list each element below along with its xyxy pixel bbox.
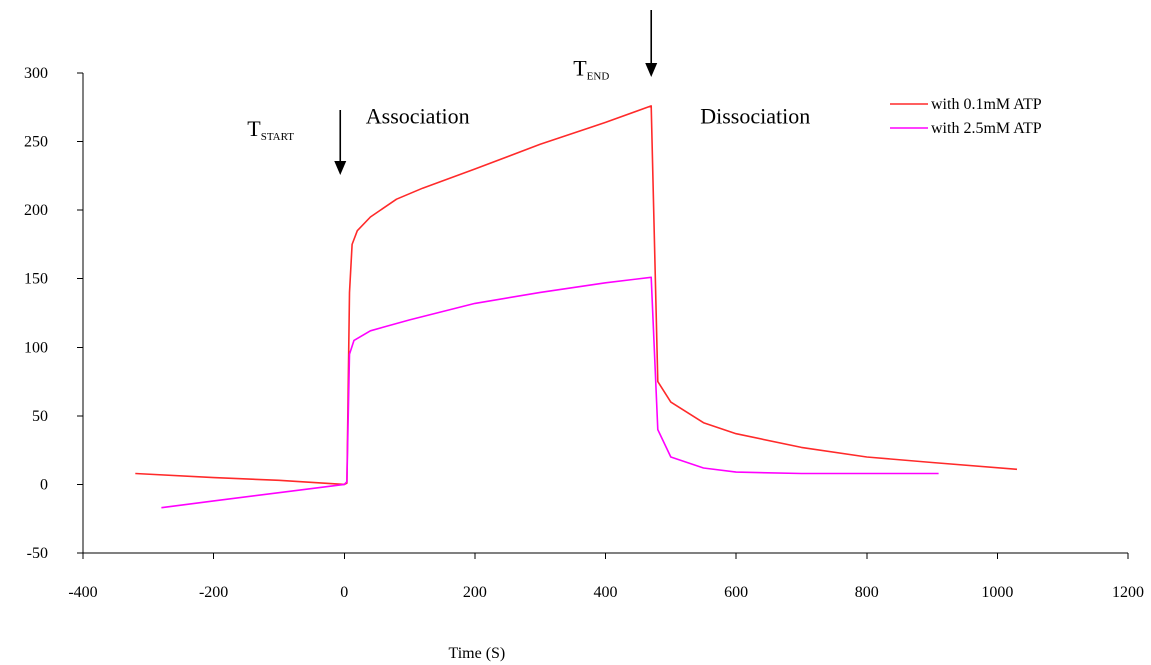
y-tick-label: 0 bbox=[40, 476, 48, 493]
tick-labels: -50 0 50 100 150 200 250 300 -400 -200 0 200 400 600 8… bbox=[24, 65, 1144, 601]
annotation-t-start: TSTART bbox=[247, 116, 294, 143]
x-tick-label: -200 bbox=[199, 584, 228, 601]
x-tick-label: 400 bbox=[594, 584, 618, 601]
annotation-t-end: TEND bbox=[573, 56, 609, 83]
x-axis-label: Time (S) bbox=[448, 645, 505, 662]
annotations: TSTART TEND Association Dissociation bbox=[247, 10, 810, 175]
legend: with 0.1mM ATP with 2.5mM ATP bbox=[890, 96, 1042, 137]
x-tick-label: -400 bbox=[68, 584, 97, 601]
annotation-dissociation: Dissociation bbox=[700, 104, 810, 129]
y-tick-label: 300 bbox=[24, 65, 48, 82]
x-tick-label: 0 bbox=[340, 584, 348, 601]
x-tick-label: 600 bbox=[724, 584, 748, 601]
y-tick-label: 250 bbox=[24, 134, 48, 151]
legend-label: with 0.1mM ATP bbox=[931, 96, 1042, 113]
x-tick-label: 200 bbox=[463, 584, 487, 601]
x-tick-label: 1000 bbox=[981, 584, 1013, 601]
y-tick-label: 200 bbox=[24, 202, 48, 219]
axes bbox=[77, 72, 1129, 559]
y-tick-label: 50 bbox=[32, 408, 48, 425]
y-tick-label: 150 bbox=[24, 271, 48, 288]
series-line-with-2-5mm-atp bbox=[161, 276, 939, 509]
series-lines bbox=[135, 105, 1018, 509]
annotation-association: Association bbox=[366, 104, 470, 129]
x-tick-label: 1200 bbox=[1112, 584, 1144, 601]
y-tick-label: 100 bbox=[24, 339, 48, 356]
annotation-arrow-head-start bbox=[334, 161, 347, 175]
x-tick-label: 800 bbox=[855, 584, 879, 601]
legend-label: with 2.5mM ATP bbox=[931, 120, 1042, 137]
annotation-arrow-head-end bbox=[645, 63, 658, 77]
y-tick-label: -50 bbox=[27, 545, 48, 562]
series-line-with-0-1mm-atp bbox=[135, 105, 1018, 486]
